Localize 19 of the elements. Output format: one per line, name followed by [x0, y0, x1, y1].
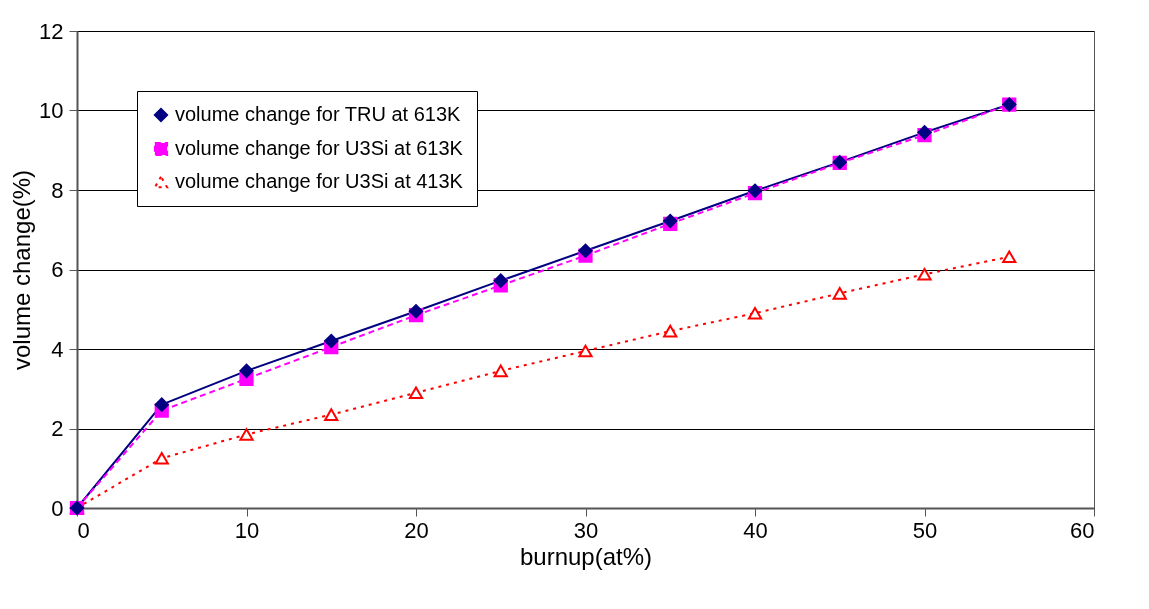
y-tick-label: 8: [51, 177, 64, 203]
legend-label: volume change for TRU at 613K: [175, 103, 461, 125]
x-tick-label: 60: [1070, 517, 1095, 543]
x-tick-label: 20: [404, 517, 429, 543]
y-tick-label: 4: [51, 336, 64, 362]
y-tick-label: 12: [39, 18, 64, 44]
x-tick-label: 30: [573, 517, 599, 543]
y-tick-label: 10: [39, 98, 64, 123]
legend-label: volume change for U3Si at 613K: [175, 137, 464, 159]
y-axis-title: volume change(%): [8, 169, 36, 371]
x-axis-title: burnup(at%): [519, 542, 653, 570]
legend-label: volume change for U3Si at 413K: [175, 170, 464, 192]
y-tick-label: 0: [51, 495, 64, 521]
y-tick-label: 2: [51, 416, 64, 441]
y-tick-label: 6: [51, 257, 64, 282]
x-tick-label: 40: [743, 517, 768, 543]
x-tick-label: 10: [234, 517, 260, 543]
x-tick-label: 50: [912, 517, 938, 543]
x-tick-label: 0: [77, 517, 90, 543]
